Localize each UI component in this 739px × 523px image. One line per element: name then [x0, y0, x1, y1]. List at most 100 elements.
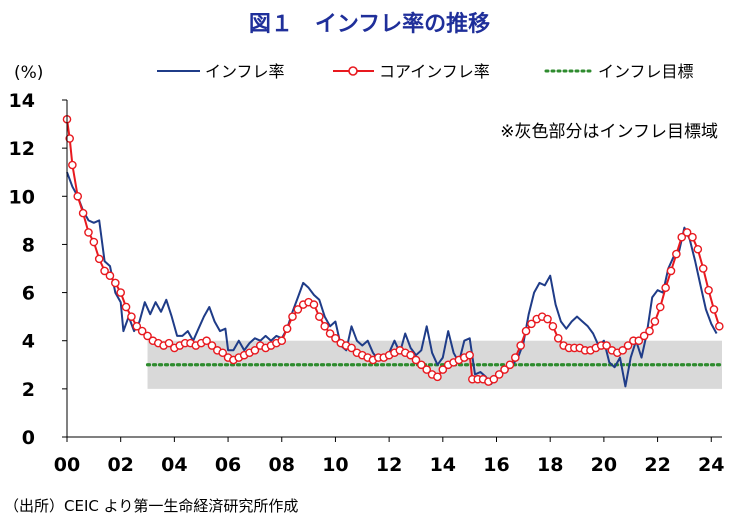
core-inflation-point: [510, 353, 520, 362]
core-inflation-point: [661, 283, 670, 293]
x-tick-label: 22: [644, 454, 670, 476]
core-inflation-point: [94, 254, 104, 264]
y-axis-unit-label: (%): [14, 63, 43, 83]
core-inflation-point: [100, 266, 109, 276]
x-tick-label: 18: [537, 454, 563, 476]
x-tick-label: 00: [54, 454, 80, 476]
core-inflation-point: [634, 336, 644, 346]
x-axis-ticks: 00 02 04 06 08 10 12 14 16 18 20 22 24: [54, 437, 724, 476]
core-inflation-point: [639, 331, 649, 341]
y-tick-label: 2: [22, 379, 35, 401]
core-inflation-point: [489, 374, 499, 384]
core-inflation-point: [137, 326, 147, 336]
core-inflation-point: [116, 288, 125, 297]
chart-title: 図１ インフレ率の推移: [248, 12, 491, 37]
core-inflation-point: [422, 365, 432, 374]
core-inflation-point: [68, 160, 77, 170]
core-inflation-point: [618, 346, 627, 355]
legend: インフレ率 コアインフレ率 インフレ目標: [157, 62, 694, 81]
x-tick-label: 14: [430, 454, 456, 476]
core-inflation-point: [250, 346, 260, 355]
x-tick-label: 20: [591, 454, 617, 476]
core-inflation-point: [309, 300, 319, 309]
core-inflation-point: [111, 278, 120, 288]
core-inflation-point: [207, 341, 217, 350]
core-inflation-point: [417, 360, 426, 370]
core-inflation-point: [704, 285, 713, 295]
core-inflation-point: [411, 355, 421, 365]
y-tick-label: 6: [22, 283, 35, 305]
core-inflation-point: [438, 365, 448, 374]
core-inflation-point: [500, 365, 509, 374]
core-inflation-point: [650, 317, 660, 326]
legend-target-label: インフレ目標: [598, 62, 694, 81]
core-inflation-point: [698, 264, 708, 273]
y-tick-label: 0: [22, 427, 35, 449]
core-inflation-point: [527, 319, 536, 329]
core-inflation-point: [543, 314, 552, 324]
core-inflation-point: [672, 249, 681, 259]
core-inflation-point: [325, 329, 335, 338]
core-inflation-point: [709, 305, 719, 314]
core-inflation-point: [315, 312, 324, 321]
core-inflation-point: [65, 134, 74, 143]
core-inflation-point: [105, 271, 115, 281]
core-inflation-point: [715, 321, 724, 331]
core-inflation-point: [505, 360, 515, 370]
y-tick-label: 4: [22, 331, 35, 353]
core-inflation-point: [89, 237, 99, 247]
core-inflation-point: [521, 326, 531, 336]
core-inflation-point: [602, 341, 611, 350]
core-inflation-point: [548, 321, 558, 331]
legend-headline-label: インフレ率: [205, 62, 285, 81]
target-band-note: ※灰色部分はインフレ目標域: [500, 122, 718, 142]
core-inflation-point: [84, 228, 93, 237]
core-inflation-point: [132, 321, 142, 331]
core-inflation-point: [73, 191, 83, 201]
core-inflation-point: [693, 244, 703, 254]
core-inflation-point: [288, 312, 297, 321]
x-tick-label: 16: [483, 454, 509, 476]
core-inflation-point: [293, 305, 303, 314]
series-layer: [62, 114, 724, 388]
core-inflation-point: [282, 324, 292, 333]
x-tick-label: 02: [107, 454, 133, 476]
core-inflation-point: [553, 334, 563, 343]
core-inflation-point: [164, 338, 174, 348]
core-inflation-point: [143, 331, 152, 341]
core-inflation-point: [677, 232, 687, 242]
core-inflation-point: [666, 266, 676, 276]
core-inflation-point: [655, 302, 665, 312]
core-inflation-point: [623, 341, 633, 350]
x-tick-label: 10: [322, 454, 348, 476]
core-inflation-point: [465, 350, 474, 360]
core-inflation-point: [121, 302, 131, 312]
core-inflation-point: [277, 336, 287, 346]
core-inflation-point: [320, 321, 330, 331]
core-inflation-point: [406, 350, 415, 360]
x-tick-label: 08: [269, 454, 295, 476]
core-inflation-point: [516, 341, 525, 350]
core-inflation-point: [645, 326, 654, 336]
y-axis-ticks: 0 2 4 6 8 10 12 14: [9, 90, 67, 449]
y-tick-label: 8: [22, 234, 35, 256]
core-inflation-point: [331, 334, 340, 343]
core-inflation-point: [433, 372, 442, 382]
legend-core-label: コアインフレ率: [379, 62, 490, 81]
legend-core-marker: [348, 66, 358, 76]
x-tick-label: 06: [215, 454, 241, 476]
core-inflation-point: [682, 228, 692, 237]
y-tick-label: 10: [9, 186, 35, 208]
core-inflation-point: [347, 343, 356, 353]
y-tick-label: 12: [9, 138, 35, 160]
x-tick-label: 12: [376, 454, 402, 476]
core-inflation-point: [494, 370, 504, 379]
core-inflation-point: [127, 312, 136, 321]
core-inflation-point: [78, 208, 88, 218]
core-inflation-point: [202, 336, 211, 346]
x-tick-label: 04: [161, 454, 187, 476]
x-tick-label: 24: [698, 454, 724, 476]
source-note: （出所）CEIC より第一生命経済研究所作成: [4, 497, 299, 515]
core-inflation-point: [218, 348, 227, 358]
